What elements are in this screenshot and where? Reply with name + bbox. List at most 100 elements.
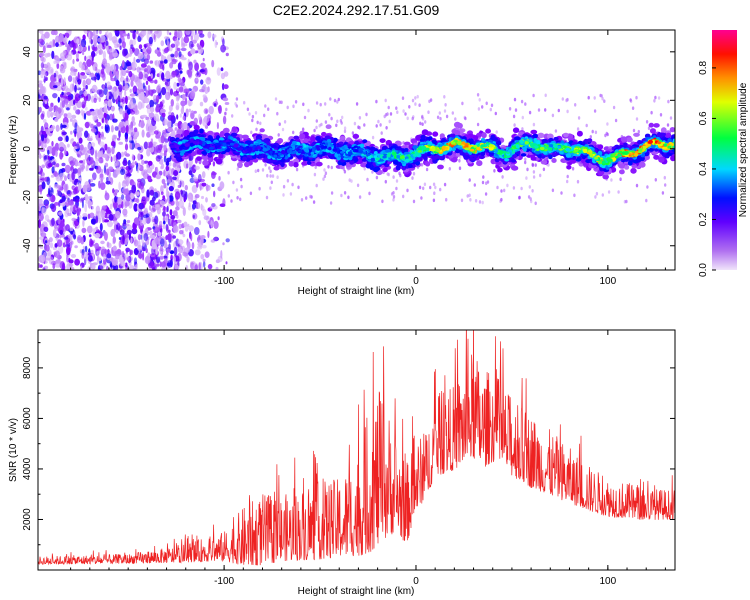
spectrogram-cell xyxy=(116,151,122,160)
figure-title: C2E2.2024.292.17.51.G09 xyxy=(273,2,440,18)
spectrogram-cell xyxy=(222,115,227,125)
spectrogram-cell xyxy=(464,116,467,121)
spectrogram-cell xyxy=(432,182,436,187)
spectrogram-cell xyxy=(168,162,172,167)
spectrogram-cell xyxy=(119,108,123,115)
spectrogram-cell xyxy=(63,62,67,70)
spectrogram-cell xyxy=(62,95,67,100)
spectrogram-cell xyxy=(183,88,190,94)
spectrogram-cell xyxy=(99,173,104,179)
spectrogram-cell xyxy=(78,183,82,192)
spectrogram-cell xyxy=(476,160,483,167)
spectrogram-cell xyxy=(335,123,338,128)
spectrogram-cell xyxy=(70,67,74,72)
spectrogram-cell xyxy=(160,40,165,47)
spectrogram-cell xyxy=(133,127,138,133)
spectrogram-cell xyxy=(172,162,176,168)
spectrogram-cell xyxy=(148,89,154,96)
spectrogram-cell xyxy=(230,199,233,203)
spectrogram-cell xyxy=(208,156,214,163)
spectrogram-cell xyxy=(532,122,536,127)
spectrogram-cell xyxy=(98,49,103,55)
spectrogram-cell xyxy=(83,112,87,120)
spectrogram-cell xyxy=(88,234,92,238)
spectrogram-cell xyxy=(336,100,339,104)
spectrogram-cell xyxy=(68,234,72,239)
spectrogram-cell xyxy=(99,223,103,232)
spectrogram-cell xyxy=(429,98,433,102)
spectrogram-cell xyxy=(163,182,167,189)
spectrogram-cell xyxy=(131,228,138,235)
spectrogram-cell xyxy=(408,105,411,109)
spectrogram-cell xyxy=(40,62,45,69)
spectrogram-cell xyxy=(278,122,281,126)
spectrogram-cell xyxy=(149,60,154,64)
spectrogram-cell xyxy=(129,136,132,141)
spectrogram-cell xyxy=(269,174,272,178)
spectrogram-cell xyxy=(195,77,199,82)
spectrogram-cell xyxy=(98,265,104,270)
spectrogram-cell xyxy=(122,48,127,57)
spectrogram-cell xyxy=(141,241,145,247)
spectrogram-cell xyxy=(155,256,161,264)
spectrogram-cell xyxy=(166,179,171,184)
spectrogram-cell xyxy=(112,118,118,123)
spectrogram-cell xyxy=(194,227,200,235)
spectrogram-cell xyxy=(173,91,179,97)
spectrogram-cell xyxy=(84,130,89,138)
spectrogram-cell xyxy=(170,112,175,121)
spectrogram-marks xyxy=(38,30,675,270)
spectrogram-cell xyxy=(484,192,488,196)
spectrogram-cell xyxy=(169,88,174,96)
spectrogram-cell xyxy=(200,79,204,85)
spectrogram-cell xyxy=(669,127,675,133)
spectrogram-cell xyxy=(329,97,332,101)
spectrogram-cell xyxy=(197,202,200,210)
spectrogram-cell xyxy=(650,110,653,115)
spectrogram-cell xyxy=(124,135,129,143)
spectrogram-cell xyxy=(72,168,78,174)
spectrogram-cell xyxy=(39,264,43,268)
spectrogram-cell xyxy=(59,67,66,74)
spectrogram-cell xyxy=(251,118,254,123)
spectrogram-cell xyxy=(193,110,197,114)
spectrogram-cell xyxy=(51,166,55,174)
spectrogram-cell xyxy=(358,195,362,199)
spectrogram-cell xyxy=(176,47,181,52)
spectrogram-cell xyxy=(114,30,120,37)
spectrogram-cell xyxy=(57,190,62,196)
spectrogram-cell xyxy=(352,133,360,139)
spectrogram-cell xyxy=(53,184,60,189)
spectrogram-cell xyxy=(485,181,488,185)
spectrogram-cell xyxy=(490,103,494,108)
spectrogram-cell xyxy=(589,135,592,139)
spectrogram-cell xyxy=(126,109,131,115)
spectrogram-cell xyxy=(315,119,318,123)
spectrogram-cell xyxy=(110,140,116,147)
spectrogram-cell xyxy=(249,191,253,196)
spectrogram-cell xyxy=(154,59,160,67)
spectrogram-cell xyxy=(225,52,229,57)
spectrogram-cell xyxy=(182,233,186,238)
spectrogram-cell xyxy=(41,181,46,190)
spectrogram-cell xyxy=(45,203,49,209)
spectrogram-cell xyxy=(69,227,74,232)
spectrogram-cell xyxy=(145,89,149,98)
spectrogram-cell xyxy=(90,183,96,187)
spectrogram-cell xyxy=(511,165,519,171)
spectrogram-cell xyxy=(566,109,569,114)
spectrogram-cell xyxy=(174,264,179,270)
spectrogram-cell xyxy=(61,162,66,167)
spectrogram-cell xyxy=(197,45,202,50)
spectrogram-cell xyxy=(113,52,119,58)
spectrogram-cell xyxy=(184,184,188,191)
spectrogram-cell xyxy=(451,111,454,115)
spectrogram-cell xyxy=(51,203,57,213)
spectrogram-cell xyxy=(103,231,108,241)
spectrogram-cell xyxy=(481,132,487,139)
spectrogram-cell xyxy=(106,241,110,248)
spectrogram-cell xyxy=(127,36,130,40)
spectrogram-cell xyxy=(534,201,537,206)
spectrogram-cell xyxy=(222,38,225,46)
spectrogram-cell xyxy=(80,38,87,48)
